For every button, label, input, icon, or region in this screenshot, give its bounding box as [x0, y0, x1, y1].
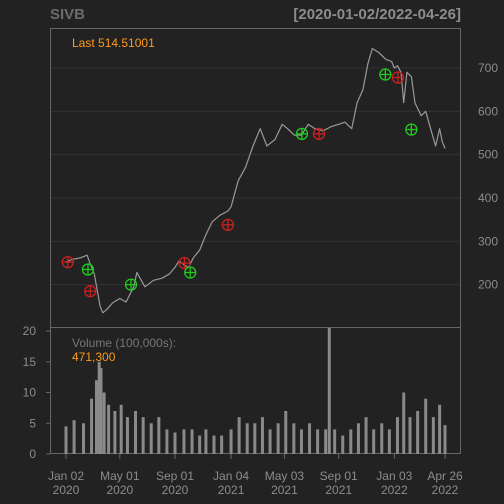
x-tick-year-label: 2022: [432, 483, 459, 497]
volume-tick-label: 5: [29, 416, 36, 430]
volume-bars: [64, 328, 447, 454]
volume-tick-label: 20: [23, 324, 37, 338]
sell-signal-marker: [221, 218, 235, 232]
price-grid: [51, 67, 460, 286]
price-tick-label: 400: [478, 191, 498, 205]
x-tick-year-label: 2021: [218, 483, 245, 497]
sell-signal-marker: [61, 255, 74, 269]
price-line: [65, 47, 446, 314]
price-tick-label: 500: [478, 148, 498, 162]
price-tick-label: 300: [478, 234, 498, 248]
x-tick-year-label: 2021: [271, 483, 298, 497]
buy-signal-marker: [81, 263, 95, 276]
trade-signals: [61, 68, 418, 298]
x-tick-label: Sep 01: [320, 469, 358, 483]
buy-signal-marker: [379, 68, 392, 81]
sell-signal-marker: [391, 71, 405, 84]
date-range-label: [2020-01-02/2022-04-26]: [293, 6, 461, 23]
x-tick-label: May 03: [265, 469, 305, 483]
volume-y-axis: 0 5 10 15 20: [23, 324, 50, 461]
x-tick-label: Jan 02: [48, 469, 84, 483]
x-tick-year-label: 2020: [106, 483, 133, 497]
buy-signal-marker: [405, 123, 418, 136]
x-tick-year-label: 2020: [162, 483, 189, 497]
x-tick-label: Apr 26: [427, 469, 463, 483]
volume-label: Volume (100,000s):: [72, 336, 176, 350]
buy-signal-marker: [184, 266, 197, 279]
sell-signal-marker: [178, 256, 191, 270]
volume-tick-label: 15: [23, 355, 37, 369]
price-tick-label: 600: [478, 104, 498, 118]
chart-title: SIVB: [50, 6, 85, 23]
price-tick-label: 700: [478, 61, 498, 75]
x-tick-year-label: 2022: [381, 483, 408, 497]
x-tick-label: Jan 03: [376, 469, 412, 483]
buy-signal-marker: [124, 278, 138, 291]
volume-last-value: 471,300: [72, 350, 116, 364]
last-price-label: Last 514.51001: [72, 36, 155, 50]
sell-signal-marker: [84, 285, 97, 298]
x-tick-label: Sep 01: [156, 469, 194, 483]
price-series: [65, 47, 446, 314]
sell-signal-marker: [312, 127, 326, 141]
price-panel-frame: [50, 28, 461, 328]
volume-tick-label: 10: [23, 386, 37, 400]
x-tick-year-label: 2020: [53, 483, 80, 497]
x-tick-year-label: 2021: [325, 483, 352, 497]
price-tick-label: 200: [478, 278, 498, 292]
x-tick-label: May 01: [100, 469, 140, 483]
x-tick-label: Jan 04: [213, 469, 249, 483]
price-y-axis: 200 300 400 500 600 700: [478, 61, 498, 292]
volume-tick-label: 0: [29, 447, 36, 461]
buy-signal-marker: [295, 127, 309, 141]
